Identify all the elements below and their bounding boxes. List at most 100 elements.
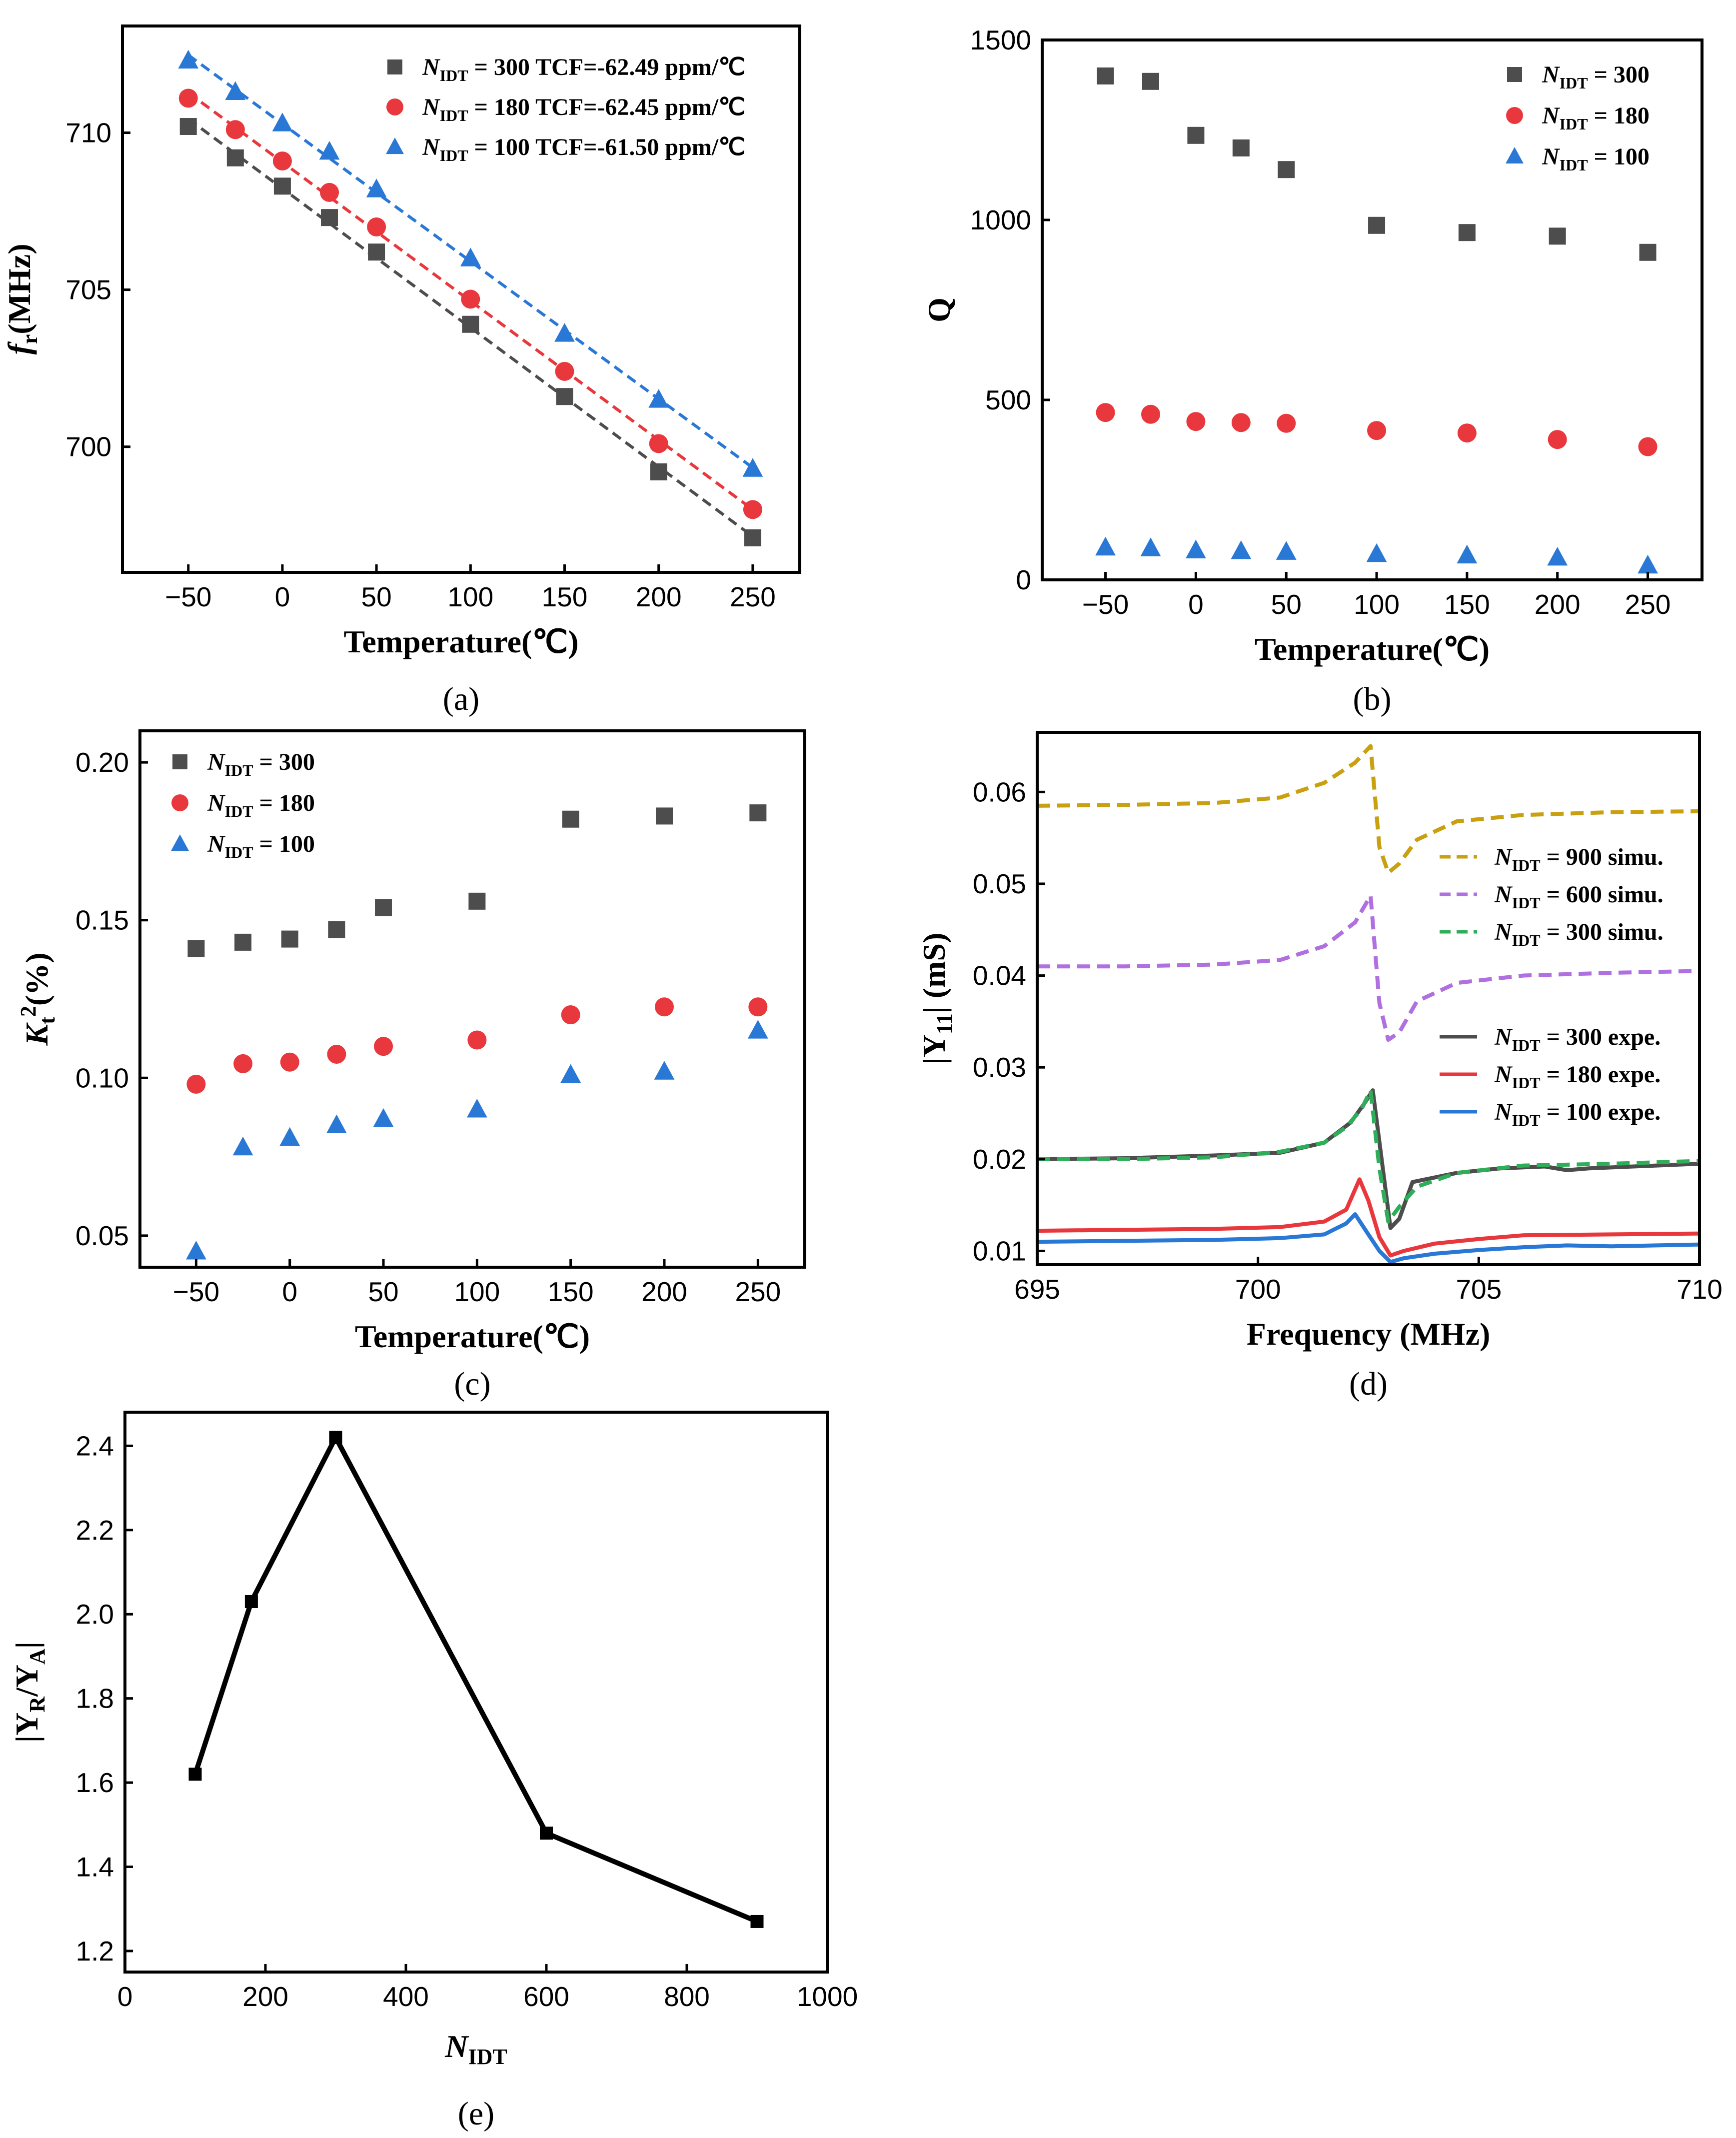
legend-marker-N100 (171, 834, 189, 851)
data-point-N180 (320, 182, 339, 202)
x-tick-label: 800 (664, 1981, 710, 2012)
data-point-N180 (461, 289, 480, 309)
y-tick-label: 0.10 (75, 1062, 129, 1093)
data-point-N180 (178, 88, 198, 108)
x-tick-label: 710 (1677, 1274, 1723, 1305)
legend-label-N180: NIDT = 180 expe. (1494, 1061, 1661, 1092)
ratio-line (192, 1435, 758, 1924)
data-point-ratio (188, 1768, 202, 1781)
data-point-N180 (561, 1005, 580, 1025)
legend-label-N300sim: NIDT = 300 simu. (1494, 919, 1664, 949)
y-tick-label: 0.05 (973, 868, 1026, 899)
x-tick-label: 400 (383, 1981, 429, 2012)
legend-entry-N300: NIDT = 300 expe. (1440, 1024, 1661, 1054)
panel-e: 0 200 400 600 800 1000 1.2 1.4 1.6 1.8 2.0 2.2 2.4 NI… (9, 1411, 858, 2132)
data-point-N180 (280, 1052, 299, 1072)
x-tick-label: −50 (1082, 589, 1129, 620)
data-point-N300 (179, 118, 197, 135)
x-tick-label: 200 (641, 1276, 687, 1307)
y-tick-label: 0.15 (75, 905, 129, 936)
data-point-N100 (742, 458, 763, 477)
data-point-N300 (1639, 243, 1657, 261)
x-tick-label: 250 (1625, 589, 1671, 620)
legend-marker-N100 (1506, 147, 1524, 164)
data-point-N100 (1457, 544, 1478, 564)
data-point-N100 (648, 389, 669, 408)
data-point-N100 (319, 140, 340, 160)
x-tick-label: 100 (454, 1276, 500, 1307)
legend-label-N300: NIDT = 300 (207, 749, 315, 779)
x-axis-title: Temperature(℃) (355, 1319, 590, 1354)
data-point-N300 (273, 177, 291, 195)
y-tick-label: 710 (65, 117, 111, 148)
x-tick-label: 150 (548, 1276, 594, 1307)
legend-marker-N180 (386, 98, 403, 115)
data-point-N100 (178, 49, 199, 69)
data-point-N300 (744, 529, 761, 546)
data-point-N300 (1549, 227, 1566, 245)
legend-label-N300: NIDT = 300 (1542, 61, 1650, 92)
plot-frame (121, 24, 801, 574)
y-tick-label: 1500 (970, 24, 1031, 55)
data-point-N100 (1231, 540, 1252, 559)
y-tick-label: 2.0 (76, 1599, 114, 1630)
data-point-N300 (656, 807, 673, 825)
y-tick-label: 0 (1016, 564, 1031, 595)
y-axis-title: |Y11| (mS) (916, 933, 957, 1065)
plot-frame (1036, 731, 1701, 1266)
data-point-N100 (272, 112, 293, 131)
data-point-N300 (1458, 224, 1476, 241)
panel-label: (d) (1349, 1366, 1388, 1402)
data-point-N180 (374, 1037, 393, 1056)
data-point-N180 (655, 997, 674, 1017)
data-point-N180 (467, 1030, 487, 1050)
data-point-N300 (749, 804, 767, 822)
panel-d: 695 700 705 710 0.01 0.02 0.03 0.04 0.05 0.06 Freq… (916, 731, 1723, 1402)
data-point-N300 (368, 243, 385, 261)
legend-entry-N180: NIDT = 180 TCF=-62.45 ppm/℃ (386, 94, 745, 124)
data-point-N300 (556, 388, 573, 405)
x-tick-label: 0 (275, 581, 290, 612)
data-point-N180 (649, 434, 668, 453)
y-tick-label: 2.2 (76, 1515, 114, 1546)
legend-marker-N300 (387, 59, 402, 74)
y-tick-label: 2.4 (76, 1430, 114, 1461)
data-point-N100 (366, 178, 387, 197)
data-point-N300 (281, 930, 298, 948)
data-point-N300 (328, 921, 345, 938)
y-tick-label: 500 (985, 384, 1031, 415)
data-point-N100 (1185, 539, 1206, 559)
data-point-N100 (1095, 536, 1116, 556)
legend-marker-N180 (171, 794, 188, 811)
data-point-N100 (1140, 537, 1161, 556)
legend-entry-N180: NIDT = 180 (1506, 102, 1650, 133)
series-line-N600sim-sim (1037, 893, 1700, 1042)
legend-entry-N900sim: NIDT = 900 simu. (1440, 844, 1664, 874)
data-point-N180 (233, 1054, 253, 1073)
legend-entry-N100: NIDT = 100 (171, 831, 315, 861)
legend-label-N300: NIDT = 300 expe. (1494, 1024, 1661, 1054)
data-point-N180 (327, 1044, 346, 1064)
x-tick-label: 0 (282, 1276, 297, 1307)
data-point-N180 (186, 1074, 206, 1094)
legend-label-N100: NIDT = 100 (1542, 143, 1650, 174)
data-point-N100 (560, 1064, 581, 1083)
x-tick-label: 200 (636, 581, 682, 612)
legend-entry-N180: NIDT = 180 expe. (1440, 1061, 1661, 1092)
data-point-N180 (555, 361, 574, 381)
legend-marker-N100 (386, 137, 404, 154)
panel-label: (a) (443, 681, 479, 717)
x-axis-title: Temperature(℃) (344, 624, 579, 659)
data-point-N100 (373, 1108, 394, 1127)
x-tick-label: 705 (1456, 1274, 1502, 1305)
x-tick-label: 150 (1444, 589, 1490, 620)
data-point-N180 (1367, 421, 1387, 440)
legend-label-N900sim: NIDT = 900 simu. (1494, 844, 1664, 874)
data-point-N180 (1638, 437, 1658, 456)
legend-entry-N100: NIDT = 100 TCF=-61.50 ppm/℃ (386, 134, 745, 164)
x-tick-label: 1000 (797, 1981, 858, 2012)
data-point-N300 (1232, 139, 1250, 156)
y-tick-label: 0.06 (973, 776, 1026, 807)
data-point-N300 (226, 149, 244, 166)
y-tick-label: 1000 (970, 204, 1031, 235)
